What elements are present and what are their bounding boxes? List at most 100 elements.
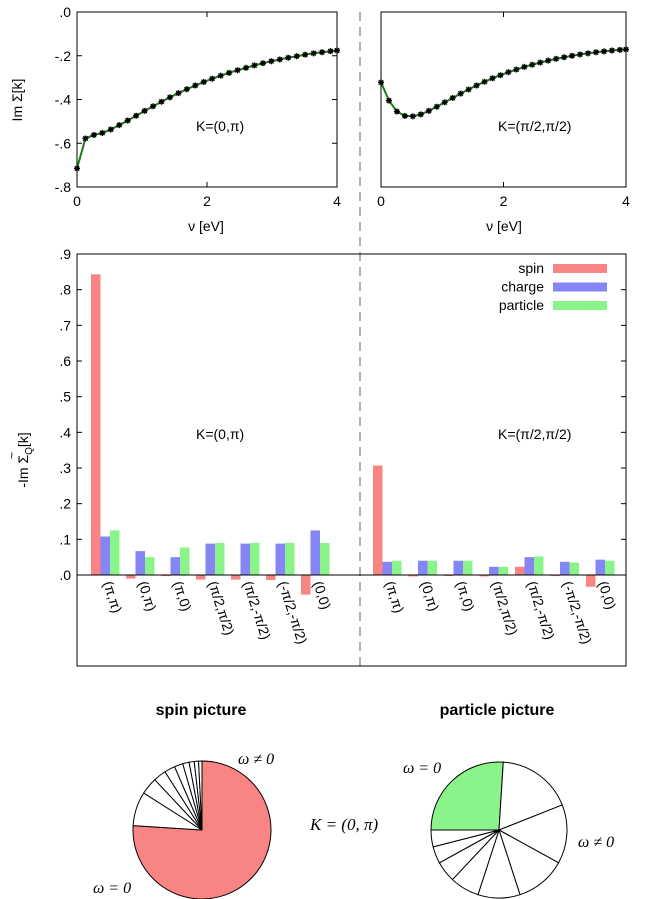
y-tick-label: -.2 <box>55 48 72 64</box>
bar-particle <box>534 556 544 575</box>
bar-particle <box>605 560 615 575</box>
bar-spin <box>373 465 383 575</box>
bar-particle <box>427 560 437 575</box>
data-point <box>158 98 165 105</box>
data-point <box>259 60 266 67</box>
category-label: (π,π) <box>382 579 407 615</box>
pie-slice-omega-zero <box>430 761 504 831</box>
data-point <box>561 54 568 61</box>
bar-particle <box>110 530 120 575</box>
k-label: K = (0, π) <box>309 815 378 834</box>
y-tick-label: -.4 <box>55 92 72 108</box>
bar-particle <box>215 542 225 575</box>
bar-spin <box>266 575 276 580</box>
y-tick-label: .8 <box>59 282 71 298</box>
pie-particle-picture: particle picture ω = 0 ω ≠ 0 <box>403 702 614 899</box>
data-point <box>141 107 148 114</box>
x-tick-label: 4 <box>333 193 341 209</box>
bar-charge <box>453 560 463 575</box>
label-omega-zero: ω = 0 <box>403 760 441 777</box>
chart-annotation: K=(0,π) <box>196 118 244 134</box>
chart-annotation: K=(π/2,π/2) <box>498 118 571 134</box>
pie-title: particle picture <box>440 702 555 719</box>
pie-title: spin picture <box>156 702 247 719</box>
chart-annotation: K=(0,π) <box>196 426 244 442</box>
bar-charge <box>135 551 145 575</box>
data-point <box>553 55 560 62</box>
x-axis-label: ν [eV] <box>188 218 224 234</box>
bar-particle <box>569 562 579 575</box>
y-tick-label: .1 <box>59 531 71 547</box>
category-label: (π,0) <box>453 579 478 613</box>
bar-spin <box>515 566 525 575</box>
data-point <box>385 97 392 104</box>
y-tick-label: .6 <box>59 353 71 369</box>
bar-charge <box>489 566 499 575</box>
data-point <box>327 48 334 55</box>
data-point <box>529 61 536 68</box>
data-point <box>175 90 182 97</box>
y-tick-label: .9 <box>59 246 71 262</box>
bar-charge <box>560 561 570 575</box>
data-point <box>465 86 472 93</box>
data-point <box>401 112 408 119</box>
bar-spin <box>196 575 206 580</box>
data-point <box>251 62 258 69</box>
bar-particle <box>320 542 330 575</box>
data-point <box>285 54 292 61</box>
label-omega-nonzero: ω ≠ 0 <box>238 751 274 768</box>
data-point <box>513 66 520 73</box>
data-point <box>409 113 416 120</box>
line-series <box>380 48 627 118</box>
chart-annotation: K=(π/2,π/2) <box>498 426 571 442</box>
bar-particle <box>498 566 508 575</box>
line-chart-k-0-pi: 0 2 4 .0 -.2 -.4 -.6 -.8 ν [eV] Im Σ[k] K=(0,π… <box>9 4 341 234</box>
bar-spin <box>408 575 418 577</box>
data-point <box>107 126 114 133</box>
bar-charge <box>205 543 215 575</box>
bar-charge <box>595 559 605 575</box>
pie-spin-picture: spin picture ω = 0 ω ≠ 0 <box>93 702 274 899</box>
category-label: (-π/2,-π/2) <box>560 579 595 646</box>
data-point <box>200 79 207 85</box>
x-tick-label: 0 <box>377 193 385 209</box>
bar-particle <box>250 542 260 575</box>
category-label: (π,π) <box>100 579 125 615</box>
bar-particle <box>285 542 295 575</box>
y-tick-label: -.6 <box>55 135 72 151</box>
data-point <box>577 51 584 58</box>
line-chart-k-pi2-pi2: 0 2 4 ν [eV] K=(π/2,π/2) <box>377 11 630 234</box>
tilde-mark: ~ <box>5 452 19 459</box>
data-point <box>457 90 464 97</box>
data-point <box>302 51 309 58</box>
data-point <box>133 112 140 119</box>
bar-charge <box>524 557 534 575</box>
y-tick-label: .2 <box>59 496 71 512</box>
data-point <box>433 103 440 110</box>
x-axis-label: ν [eV] <box>486 218 522 234</box>
data-point <box>310 50 317 57</box>
data-point <box>183 86 190 93</box>
y-axis-label: -Im ΣQ[k] <box>15 432 35 487</box>
data-point <box>124 117 131 124</box>
data-point <box>441 99 448 106</box>
category-label: (0,0) <box>310 579 334 611</box>
bar-spin <box>586 575 596 587</box>
x-tick-label: 2 <box>203 193 211 209</box>
data-point <box>473 82 480 89</box>
data-point <box>234 67 241 74</box>
data-point <box>585 50 592 57</box>
category-label: (π/2,π/2) <box>489 579 521 637</box>
data-point <box>276 56 283 63</box>
category-label: (π/2,-π/2) <box>524 579 558 642</box>
y-tick-label: -.8 <box>55 179 72 195</box>
plot-frame <box>76 253 627 667</box>
data-point <box>521 63 528 70</box>
plot-frame <box>76 11 338 188</box>
plot-frame <box>380 11 627 188</box>
pie-slice-omega-nonzero <box>498 761 563 831</box>
bar-particle <box>463 560 473 575</box>
data-point <box>600 48 607 55</box>
y-tick-label: .0 <box>59 567 71 583</box>
